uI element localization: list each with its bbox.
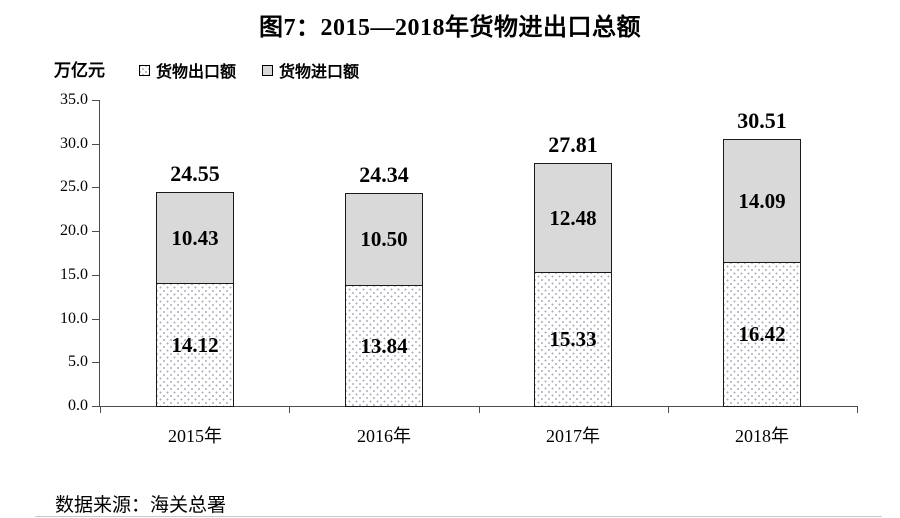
bar-segment-import: 12.48 (534, 163, 612, 273)
bar-segment-export: 14.12 (156, 283, 234, 407)
y-tick-label: 15.0 (60, 266, 88, 283)
bar-segment-import: 14.09 (723, 139, 801, 263)
legend: 货物出口额 货物进口额 (139, 58, 359, 82)
bar-total-label: 24.34 (359, 162, 409, 187)
bar-total-label: 30.51 (737, 108, 787, 133)
y-tick-label: 10.0 (60, 310, 88, 327)
x-axis-line (99, 406, 857, 407)
y-tick-mark (92, 100, 99, 101)
y-tick-mark (92, 275, 99, 276)
bar-segment-import: 10.43 (156, 192, 234, 284)
export-swatch-icon (139, 64, 150, 76)
x-axis-label: 2018年 (735, 426, 789, 446)
y-tick-mark (92, 144, 99, 145)
legend-item-import: 货物进口额 (262, 58, 359, 82)
bar-total-label: 27.81 (548, 132, 598, 157)
x-axis-label: 2016年 (357, 426, 411, 446)
y-tick-label: 25.0 (60, 178, 88, 195)
y-tick-label: 5.0 (68, 353, 88, 370)
y-tick-label: 30.0 (60, 135, 88, 152)
chart-title: 图7：2015—2018年货物进出口总额 (259, 15, 641, 41)
y-tick-mark (92, 231, 99, 232)
import-swatch-icon (262, 64, 274, 76)
source-note: 数据来源：海关总署 (55, 495, 227, 516)
legend-label-export: 货物出口额 (156, 64, 237, 81)
x-tick-mark (100, 406, 101, 413)
y-tick-label: 35.0 (60, 91, 88, 108)
y-tick-label: 0.0 (68, 397, 88, 414)
x-tick-mark (668, 406, 669, 413)
x-tick-mark (857, 406, 858, 413)
x-tick-mark (289, 406, 290, 413)
x-axis-label: 2015年 (168, 426, 222, 446)
legend-label-import: 货物进口额 (279, 64, 360, 81)
bar-segment-import: 10.50 (345, 193, 423, 286)
y-tick-mark (92, 319, 99, 320)
y-tick-mark (92, 406, 99, 407)
x-axis-label: 2017年 (546, 426, 600, 446)
y-tick-label: 20.0 (60, 222, 88, 239)
y-axis-unit-label: 万亿元 (54, 61, 105, 80)
legend-item-export: 货物出口额 (139, 58, 236, 82)
y-tick-mark (92, 187, 99, 188)
bar-segment-export: 13.84 (345, 285, 423, 407)
bar-segment-export: 15.33 (534, 272, 612, 407)
y-axis-line (99, 100, 100, 406)
bottom-divider (35, 516, 882, 517)
y-tick-mark (92, 362, 99, 363)
bar-segment-export: 16.42 (723, 262, 801, 407)
bar-total-label: 24.55 (170, 161, 220, 186)
x-tick-mark (479, 406, 480, 413)
